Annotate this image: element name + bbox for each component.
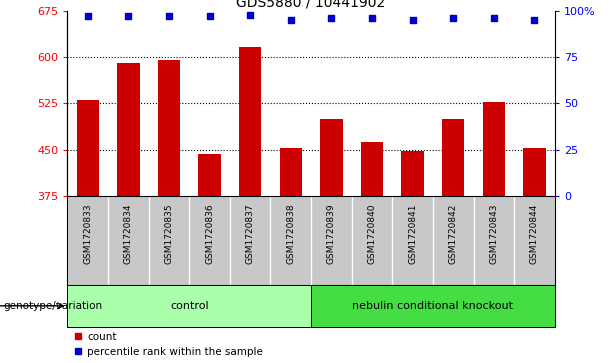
Point [408, 17, 417, 23]
Point [245, 12, 255, 17]
Point [205, 13, 215, 19]
Text: GSM1720844: GSM1720844 [530, 203, 539, 264]
Text: GSM1720843: GSM1720843 [489, 203, 498, 264]
Point [489, 15, 499, 21]
Text: GSM1720841: GSM1720841 [408, 203, 417, 264]
Text: GSM1720833: GSM1720833 [83, 203, 92, 264]
Bar [482, 102, 505, 196]
Point [530, 17, 539, 23]
Text: control: control [170, 301, 208, 311]
Text: GSM1720838: GSM1720838 [286, 203, 295, 264]
Title: GDS5880 / 10441902: GDS5880 / 10441902 [237, 0, 386, 10]
Legend: count, percentile rank within the sample: count, percentile rank within the sample [72, 332, 263, 357]
Text: GSM1720842: GSM1720842 [449, 203, 458, 264]
Bar [280, 148, 302, 196]
Text: GSM1720837: GSM1720837 [246, 203, 254, 264]
Text: GSM1720834: GSM1720834 [124, 203, 133, 264]
Bar [524, 148, 546, 196]
Bar [402, 151, 424, 196]
Bar [77, 101, 99, 196]
Point [83, 13, 93, 19]
Bar [361, 142, 383, 196]
Text: GSM1720839: GSM1720839 [327, 203, 336, 264]
Point [367, 15, 377, 21]
Bar [158, 60, 180, 196]
Bar [67, 285, 311, 327]
Point [164, 13, 174, 19]
Text: GSM1720836: GSM1720836 [205, 203, 214, 264]
Point [123, 13, 133, 19]
Bar [239, 47, 261, 196]
Text: GSM1720840: GSM1720840 [368, 203, 376, 264]
Point [448, 15, 458, 21]
Bar [117, 63, 140, 196]
Text: genotype/variation: genotype/variation [3, 301, 102, 311]
Bar [320, 119, 343, 196]
Point [286, 17, 295, 23]
Bar [442, 119, 465, 196]
Bar [311, 285, 555, 327]
Text: GSM1720835: GSM1720835 [164, 203, 173, 264]
Bar [199, 154, 221, 196]
Text: nebulin conditional knockout: nebulin conditional knockout [352, 301, 514, 311]
Point [327, 15, 337, 21]
